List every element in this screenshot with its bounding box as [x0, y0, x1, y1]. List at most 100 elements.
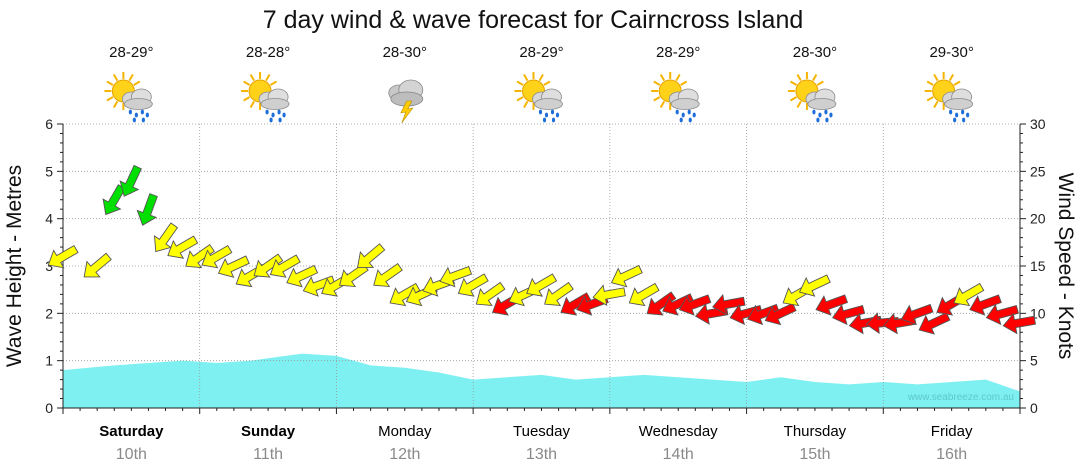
wind-arrow [201, 244, 233, 269]
sun-ray [926, 80, 934, 86]
wind-arrow [457, 273, 489, 297]
rain-drop [688, 117, 692, 123]
sun-ray [106, 96, 114, 102]
rain-drop [675, 109, 679, 115]
day-date-label: 14th [663, 446, 694, 463]
cloud-shape [807, 98, 837, 110]
day-temperature: 28-30° [793, 44, 837, 61]
rain-drop [277, 109, 281, 115]
day-name-label: Wednesday [639, 423, 718, 440]
rain-drop [269, 117, 273, 123]
sun-cloud-showers-icon [924, 72, 974, 123]
sun-cloud-showers-icon [241, 72, 290, 123]
day-temperature: 28-29° [519, 44, 563, 61]
wind-arrow [475, 281, 506, 306]
wind-arrow [136, 193, 158, 226]
rain-drop [818, 112, 822, 118]
day-temperature: 28-29° [656, 44, 700, 61]
wind-arrow [953, 282, 985, 307]
day-date-label: 13th [526, 446, 557, 463]
wind-arrow [102, 184, 126, 216]
rain-drop [145, 112, 149, 118]
sun-ray [933, 74, 939, 82]
rain-drop [134, 112, 138, 118]
rain-drop [132, 117, 136, 123]
sun-cloud-showers-icon [104, 72, 153, 123]
rain-drop [816, 117, 820, 123]
sun-ray [265, 74, 271, 82]
y-tick-label: 3 [45, 258, 53, 274]
rain-drop [825, 117, 829, 123]
rain-drop [949, 109, 953, 115]
wind-arrow [167, 235, 199, 259]
rain-drop [128, 109, 132, 115]
day-temperature: 28-28° [246, 44, 290, 61]
rain-drop [271, 112, 275, 118]
day-date-label: 11th [253, 446, 283, 463]
day-name-label: Sunday [241, 423, 296, 440]
sun-ray [948, 74, 955, 82]
wind-arrow [712, 293, 746, 316]
y-tick-label: 1 [45, 353, 53, 369]
sun-cloud-showers-icon [514, 72, 563, 123]
wind-arrow [357, 243, 386, 268]
rain-drop [955, 112, 959, 118]
sun-ray [675, 74, 681, 82]
wind-arrow [119, 164, 142, 197]
sun-ray [789, 80, 798, 86]
sun-ray [249, 74, 255, 82]
wind-arrow [269, 254, 301, 278]
day-name-label: Tuesday [513, 423, 570, 440]
wind-arrow [918, 312, 951, 335]
sun-cloud-showers-icon [651, 72, 700, 123]
cloud-shape [534, 98, 563, 110]
lightning-bolt [400, 100, 414, 124]
rain-drop [551, 117, 556, 123]
chart-title: 7 day wind & wave forecast for Cairncros… [263, 6, 804, 34]
rain-drop [544, 112, 549, 118]
rain-drop [278, 117, 282, 123]
rain-drop [679, 117, 683, 123]
cloud-shape [670, 98, 700, 110]
sun-ray [269, 80, 278, 86]
y-tick-label: 0 [45, 400, 53, 416]
y-axis-label: Wave Height - Metres [3, 165, 26, 367]
wind-arrow [610, 264, 643, 288]
thunderstorm-icon [388, 79, 424, 124]
day-name-label: Thursday [784, 423, 847, 440]
sun-ray [516, 96, 524, 102]
wind-arrow [544, 281, 574, 306]
sun-ray [659, 100, 666, 108]
wind-arrow [969, 294, 1002, 316]
sun-ray [106, 80, 114, 86]
day-temperature: 28-30° [383, 44, 427, 61]
sun-ray [796, 100, 802, 108]
wind-arrow [439, 266, 473, 288]
rain-drop [824, 109, 828, 115]
day-date-label: 16th [936, 446, 967, 463]
y-tick-label: 6 [45, 116, 53, 132]
sun-ray [112, 100, 119, 108]
sun-ray [243, 80, 251, 86]
rain-drop [829, 112, 833, 118]
sun-ray [933, 100, 939, 108]
day-name-label: Monday [378, 423, 432, 440]
day-name-label: Saturday [99, 423, 164, 440]
rain-drop [141, 117, 145, 123]
sun-ray [653, 96, 661, 102]
wind-arrow [47, 244, 79, 269]
wind-arrow [373, 262, 403, 288]
wind-arrow [764, 302, 797, 326]
sun-ray [243, 96, 251, 102]
y-tick-label: 5 [45, 163, 53, 179]
sun-ray [128, 74, 134, 82]
day-temperature: 29-30° [929, 44, 973, 61]
sun-ray [953, 80, 961, 86]
sun-ray [816, 80, 824, 86]
sun-ray [653, 80, 661, 86]
rain-drop [687, 109, 691, 115]
sun-cloud-showers-icon [787, 72, 837, 123]
wind-arrows [47, 164, 1036, 335]
rain-drop [953, 117, 957, 123]
y2-tick-label: 15 [1030, 258, 1046, 274]
